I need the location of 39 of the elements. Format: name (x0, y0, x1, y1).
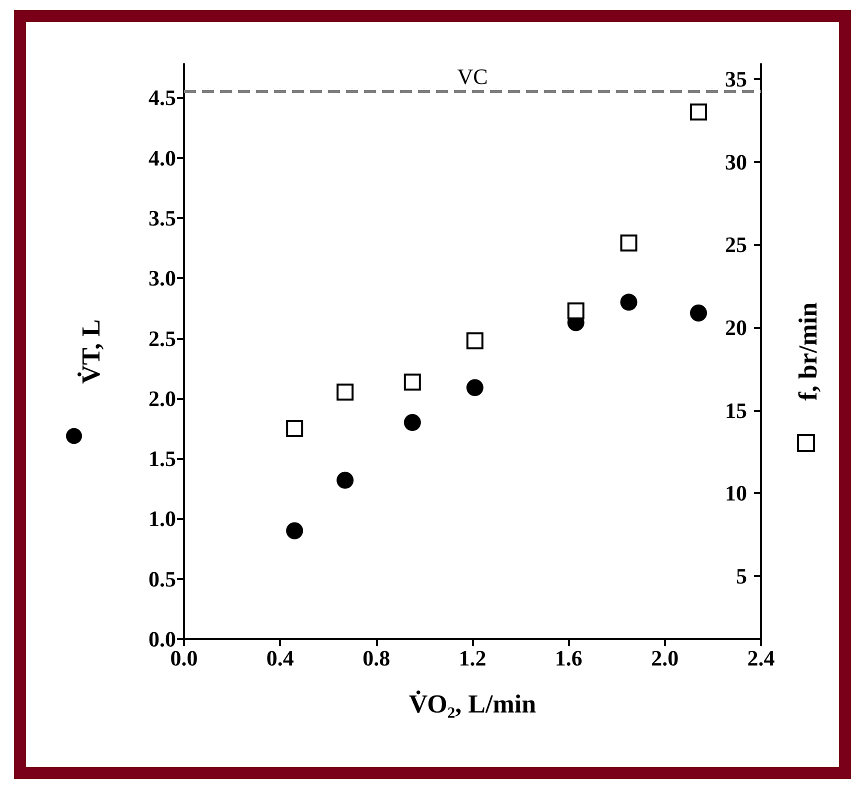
y-tick-label: 2.5 (148, 326, 176, 351)
x-tick-label: 0.4 (266, 646, 294, 670)
point (336, 472, 354, 489)
y-axis-title: V̇T, L (76, 319, 106, 384)
y-tick-label: 1.0 (148, 506, 176, 532)
y-tick-label: 1.5 (148, 446, 176, 472)
y-tick-label: 4.0 (148, 145, 176, 170)
point (286, 522, 304, 540)
point (286, 420, 304, 438)
y-tick-label: 3.5 (148, 205, 176, 230)
point (466, 379, 484, 396)
point (336, 384, 354, 401)
y2-tick-label: 30 (725, 149, 747, 174)
point (466, 332, 484, 350)
point (404, 374, 421, 391)
y-tick-label: 4.5 (148, 85, 176, 110)
y-tick-label: 0.5 (148, 566, 176, 592)
x-axis-title: V̇O₂, L/min (408, 689, 537, 718)
point (404, 414, 421, 431)
point (620, 234, 638, 252)
x-tick-label: 1.6 (554, 646, 582, 670)
y2-tick-label: 15 (725, 398, 747, 423)
point (567, 302, 584, 320)
x-tick-label: 0.8 (362, 646, 390, 670)
y2-tick-label: 10 (725, 480, 747, 506)
ref-line-label: VC (457, 64, 488, 90)
y2-tick-label: 20 (725, 314, 747, 340)
point (690, 304, 707, 322)
y2-axis-title: f, br/min (794, 302, 822, 401)
y-tick-label: 2.0 (148, 386, 176, 411)
point (690, 104, 707, 121)
x-tick-label: 1.2 (458, 646, 486, 670)
x-tick-label: 2.0 (651, 646, 679, 670)
y2-tick-label: 35 (725, 66, 747, 92)
y2-tick-label: 25 (725, 232, 747, 258)
x-tick-label: 2.4 (747, 646, 775, 670)
y-tick-label: 3.0 (148, 266, 176, 291)
point (620, 294, 638, 311)
y2-tick-label: 5 (736, 564, 747, 589)
